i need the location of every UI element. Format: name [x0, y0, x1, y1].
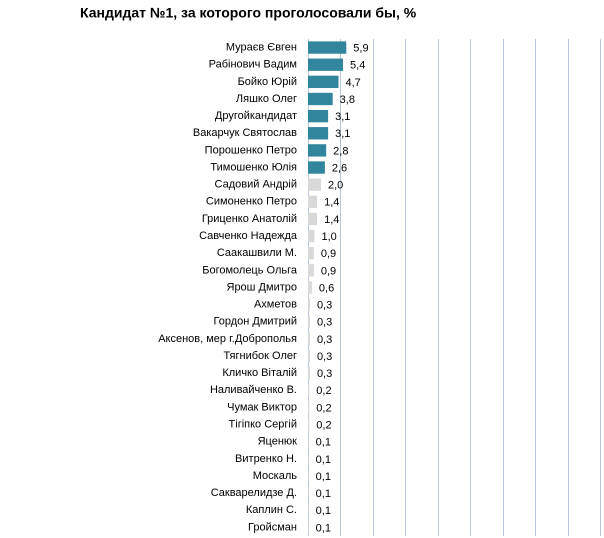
- y-tick-label: Гриценко Анатолій: [202, 213, 297, 225]
- y-tick-label: Ярош Дмитро: [227, 281, 298, 293]
- y-tick-label: Саакашвили М.: [217, 247, 297, 259]
- value-label: 3,1: [335, 111, 350, 123]
- bar: [308, 212, 318, 226]
- y-tick-label: Бойко Юрій: [238, 76, 297, 88]
- bar: [308, 401, 310, 414]
- bar: [308, 41, 347, 54]
- y-tick-label: Гройсман: [248, 521, 297, 533]
- bar: [308, 469, 309, 483]
- bar: [308, 161, 325, 174]
- y-tick-label: Вакарчук Святослав: [193, 127, 297, 139]
- y-tick-label: Тимошенко Юлія: [210, 161, 297, 173]
- bar: [308, 92, 333, 106]
- bar: [308, 435, 309, 448]
- bar: [308, 178, 321, 191]
- bar: [308, 281, 312, 294]
- value-label: 4,7: [345, 77, 360, 89]
- y-tick-label: Тігіпко Сергій: [229, 419, 297, 431]
- y-tick-label: Яценюк: [258, 436, 298, 448]
- value-label: 2,8: [333, 145, 348, 157]
- bar: [308, 486, 309, 500]
- bar: [308, 349, 310, 363]
- y-tick-label: Каплин С.: [246, 504, 297, 516]
- value-label: 0,1: [316, 505, 331, 517]
- bar: [308, 264, 314, 277]
- y-tick-label: Кличко Віталій: [222, 367, 297, 379]
- y-tick-label: Другойкандидат: [215, 110, 297, 122]
- bar: [308, 332, 310, 346]
- value-label: 0,2: [316, 385, 331, 397]
- y-tick-label: Гордон Дмитрий: [214, 316, 297, 328]
- value-label: 0,1: [316, 471, 331, 483]
- value-label: 0,1: [316, 454, 331, 466]
- value-label: 0,3: [317, 300, 332, 312]
- y-tick-label: Садовий Андрій: [215, 179, 297, 191]
- y-tick-label: Сакварелидзе Д.: [211, 487, 297, 499]
- bar: [308, 144, 327, 157]
- value-label: 0,2: [316, 420, 331, 432]
- value-label: 3,1: [335, 128, 350, 140]
- value-label: 0,1: [316, 488, 331, 500]
- value-label: 0,3: [317, 317, 332, 329]
- bar: [308, 452, 309, 466]
- y-tick-label: Богомолець Ольга: [202, 264, 298, 276]
- bar: [308, 127, 329, 140]
- y-tick-label: Аксенов, мер г.Доброполья: [158, 333, 297, 345]
- value-label: 0,3: [317, 334, 332, 346]
- value-label: 3,8: [340, 94, 355, 106]
- bar: [308, 418, 310, 431]
- y-tick-label: Витренко Н.: [235, 453, 297, 465]
- y-tick-label: Рабінович Вадим: [209, 59, 297, 71]
- bar: [308, 109, 329, 123]
- bar: [308, 504, 309, 517]
- value-label: 0,3: [317, 351, 332, 363]
- value-label: 1,0: [321, 231, 336, 243]
- bar: [308, 195, 318, 208]
- y-tick-label: Ахметов: [254, 299, 297, 311]
- bar: [308, 247, 314, 260]
- y-tick-label: Тягнибок Олег: [223, 350, 297, 362]
- bar: [308, 75, 339, 89]
- value-label: 1,4: [324, 214, 339, 226]
- value-label: 5,9: [353, 42, 368, 54]
- bar: [308, 315, 310, 328]
- y-tick-label: Мураєв Євген: [226, 41, 297, 53]
- value-label: 0,1: [316, 437, 331, 449]
- value-label: 0,1: [316, 522, 331, 534]
- value-label: 0,9: [321, 248, 336, 260]
- value-label: 0,6: [319, 282, 334, 294]
- y-tick-label: Савченко Надежда: [199, 230, 298, 242]
- y-tick-label: Москаль: [253, 470, 297, 482]
- y-tick-label: Наливайченко В.: [210, 384, 297, 396]
- y-tick-label: Порошенко Петро: [205, 144, 297, 156]
- y-tick-label: Симоненко Петро: [206, 196, 297, 208]
- bar: [308, 298, 310, 311]
- value-label: 5,4: [350, 60, 365, 72]
- bar: [308, 367, 310, 380]
- bar: [308, 229, 315, 243]
- bar: [308, 384, 310, 397]
- bar: [308, 58, 344, 71]
- bar: [308, 521, 309, 534]
- value-label: 1,4: [324, 197, 339, 209]
- value-label: 2,6: [332, 162, 347, 174]
- value-label: 0,9: [321, 265, 336, 277]
- value-label: 0,2: [316, 402, 331, 414]
- y-tick-label: Ляшко Олег: [236, 93, 297, 105]
- value-label: 2,0: [328, 180, 343, 192]
- chart-title: Кандидат №1, за которого проголосовали б…: [80, 5, 417, 21]
- value-label: 0,3: [317, 368, 332, 380]
- y-tick-label: Чумак Виктор: [227, 401, 297, 413]
